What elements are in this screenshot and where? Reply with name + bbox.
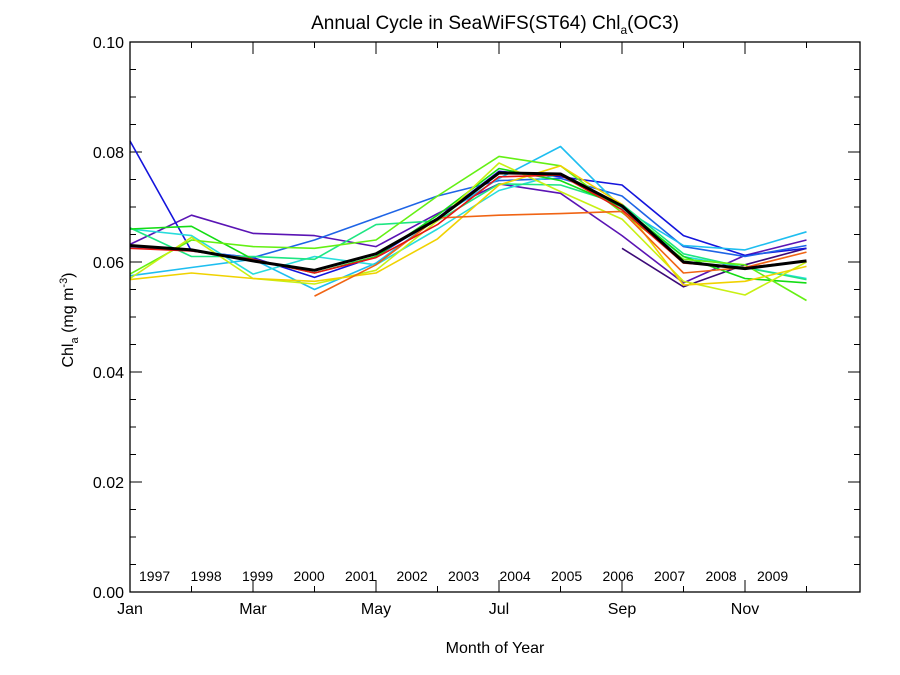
legend-label-1997: 1997 [139, 568, 170, 584]
legend-label-2007: 2007 [654, 568, 685, 584]
series-line-2001 [129, 145, 807, 291]
series-line-2000 [129, 177, 807, 259]
y-tick-label: 0.02 [93, 475, 124, 492]
x-tick-label: Sep [608, 601, 637, 618]
legend-label-2008: 2008 [706, 568, 737, 584]
series-line-1997 [621, 247, 807, 288]
legend-label-2000: 2000 [294, 568, 325, 584]
chart-title-main: Annual Cycle in SeaWiFS(ST64) Chl [311, 13, 620, 34]
series-line-2007 [129, 165, 807, 286]
series-line-2002 [129, 173, 807, 280]
y-axis-label-units-close: ) [60, 272, 77, 277]
legend-label-2001: 2001 [345, 568, 376, 584]
series-line-2003 [129, 183, 807, 281]
series-line-2006 [129, 162, 807, 296]
tick-marks [129, 41, 860, 593]
y-axis-label-main: Chl [60, 344, 77, 368]
legend-label-1999: 1999 [242, 568, 273, 584]
x-tick-label: Nov [731, 601, 759, 618]
legend-label-2006: 2006 [603, 568, 634, 584]
y-tick-label: 0.06 [93, 255, 124, 272]
tick-labels: 0.00 0.02 0.04 0.06 0.08 0.10 Jan Mar May Jul Sep N… [93, 35, 759, 618]
legend-label-2009: 2009 [757, 568, 788, 584]
legend-label-1998: 1998 [191, 568, 222, 584]
chart-title-subscript: a [620, 23, 627, 37]
y-tick-label: 0.08 [93, 145, 124, 162]
y-axis-label: Chla (mg m-3) [58, 272, 81, 367]
series-lines [129, 140, 807, 302]
y-axis-label-superscript: -3 [58, 278, 70, 288]
legend-label-2002: 2002 [397, 568, 428, 584]
x-tick-label: Mar [239, 601, 267, 618]
legend-label-2004: 2004 [500, 568, 531, 584]
x-tick-label: May [361, 601, 391, 618]
chart-title: Annual Cycle in SeaWiFS(ST64) Chla(OC3) [311, 13, 679, 37]
series-line-2008 [314, 210, 807, 297]
x-axis-label: Month of Year [446, 640, 545, 657]
legend-label-2005: 2005 [551, 568, 582, 584]
series-line-black [129, 171, 807, 272]
x-tick-label: Jan [117, 601, 143, 618]
legend: 1997 1998 1999 2000 2001 2002 2003 2004 2005 2006… [139, 568, 788, 584]
series-line-2005 [129, 155, 807, 302]
chart-title-tail: (OC3) [627, 13, 679, 34]
legend-label-2003: 2003 [448, 568, 479, 584]
y-tick-label: 0.10 [93, 35, 124, 52]
y-axis-label-units: (mg m [60, 288, 77, 338]
plot-frame [129, 41, 861, 593]
y-axis-label-subscript: a [69, 337, 81, 344]
y-tick-label: 0.04 [93, 365, 124, 382]
y-tick-label: 0.00 [93, 585, 124, 602]
x-tick-label: Jul [489, 601, 509, 618]
